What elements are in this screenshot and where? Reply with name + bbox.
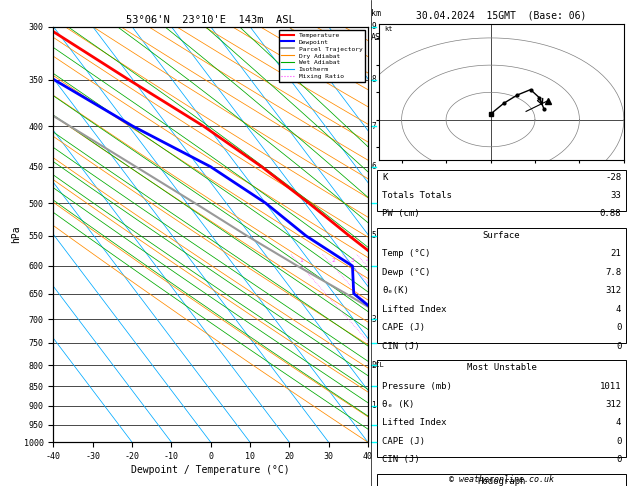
Text: ASL: ASL xyxy=(371,33,386,42)
Text: 4: 4 xyxy=(365,258,369,262)
Bar xyxy=(377,474,626,486)
Text: LCL: LCL xyxy=(371,362,384,368)
Bar xyxy=(377,228,626,343)
Text: Surface: Surface xyxy=(483,231,520,240)
Text: Hodograph: Hodograph xyxy=(477,477,526,486)
Text: 7.8: 7.8 xyxy=(605,268,621,277)
Text: 312: 312 xyxy=(605,400,621,409)
Title: 53°06'N  23°10'E  143m  ASL: 53°06'N 23°10'E 143m ASL xyxy=(126,15,295,25)
Text: 6: 6 xyxy=(371,162,376,171)
Text: © weatheronline.co.uk: © weatheronline.co.uk xyxy=(449,474,554,484)
Text: 0: 0 xyxy=(616,455,621,465)
Text: Temp (°C): Temp (°C) xyxy=(382,249,430,259)
Text: CAPE (J): CAPE (J) xyxy=(382,437,425,446)
Y-axis label: hPa: hPa xyxy=(11,226,21,243)
Text: CAPE (J): CAPE (J) xyxy=(382,323,425,332)
Text: 1: 1 xyxy=(371,401,376,410)
Text: PW (cm): PW (cm) xyxy=(382,209,420,219)
Text: 9: 9 xyxy=(371,22,376,31)
Text: θₑ(K): θₑ(K) xyxy=(382,286,409,295)
Text: Most Unstable: Most Unstable xyxy=(467,363,537,372)
Text: Lifted Index: Lifted Index xyxy=(382,418,447,428)
Text: km: km xyxy=(371,9,381,18)
Text: 33: 33 xyxy=(611,191,621,200)
Text: 3: 3 xyxy=(371,314,376,324)
Text: CIN (J): CIN (J) xyxy=(382,342,420,351)
Text: 2: 2 xyxy=(331,258,335,262)
Text: 7: 7 xyxy=(371,122,376,131)
Legend: Temperature, Dewpoint, Parcel Trajectory, Dry Adiabat, Wet Adiabat, Isotherm, Mi: Temperature, Dewpoint, Parcel Trajectory… xyxy=(279,30,365,82)
Bar xyxy=(377,360,626,457)
Text: 3: 3 xyxy=(351,258,355,262)
Text: Pressure (mb): Pressure (mb) xyxy=(382,382,452,391)
Text: 5: 5 xyxy=(371,231,376,241)
Text: 312: 312 xyxy=(605,286,621,295)
Text: 4: 4 xyxy=(616,305,621,314)
Text: 21: 21 xyxy=(611,249,621,259)
Text: 30.04.2024  15GMT  (Base: 06): 30.04.2024 15GMT (Base: 06) xyxy=(416,11,587,21)
Text: CIN (J): CIN (J) xyxy=(382,455,420,465)
Text: Dewp (°C): Dewp (°C) xyxy=(382,268,430,277)
Text: -28: -28 xyxy=(605,173,621,182)
Text: 0: 0 xyxy=(616,323,621,332)
Text: 8: 8 xyxy=(371,75,376,85)
Text: 1011: 1011 xyxy=(600,382,621,391)
Text: 0: 0 xyxy=(616,342,621,351)
Text: kt: kt xyxy=(384,26,392,33)
Text: 4: 4 xyxy=(616,418,621,428)
Text: 0.88: 0.88 xyxy=(600,209,621,219)
Text: Lifted Index: Lifted Index xyxy=(382,305,447,314)
Bar xyxy=(377,170,626,211)
Text: θₑ (K): θₑ (K) xyxy=(382,400,414,409)
Text: 1: 1 xyxy=(299,258,303,262)
X-axis label: Dewpoint / Temperature (°C): Dewpoint / Temperature (°C) xyxy=(131,465,290,475)
Text: 2: 2 xyxy=(371,361,376,370)
Text: 0: 0 xyxy=(616,437,621,446)
Text: Totals Totals: Totals Totals xyxy=(382,191,452,200)
Text: K: K xyxy=(382,173,387,182)
